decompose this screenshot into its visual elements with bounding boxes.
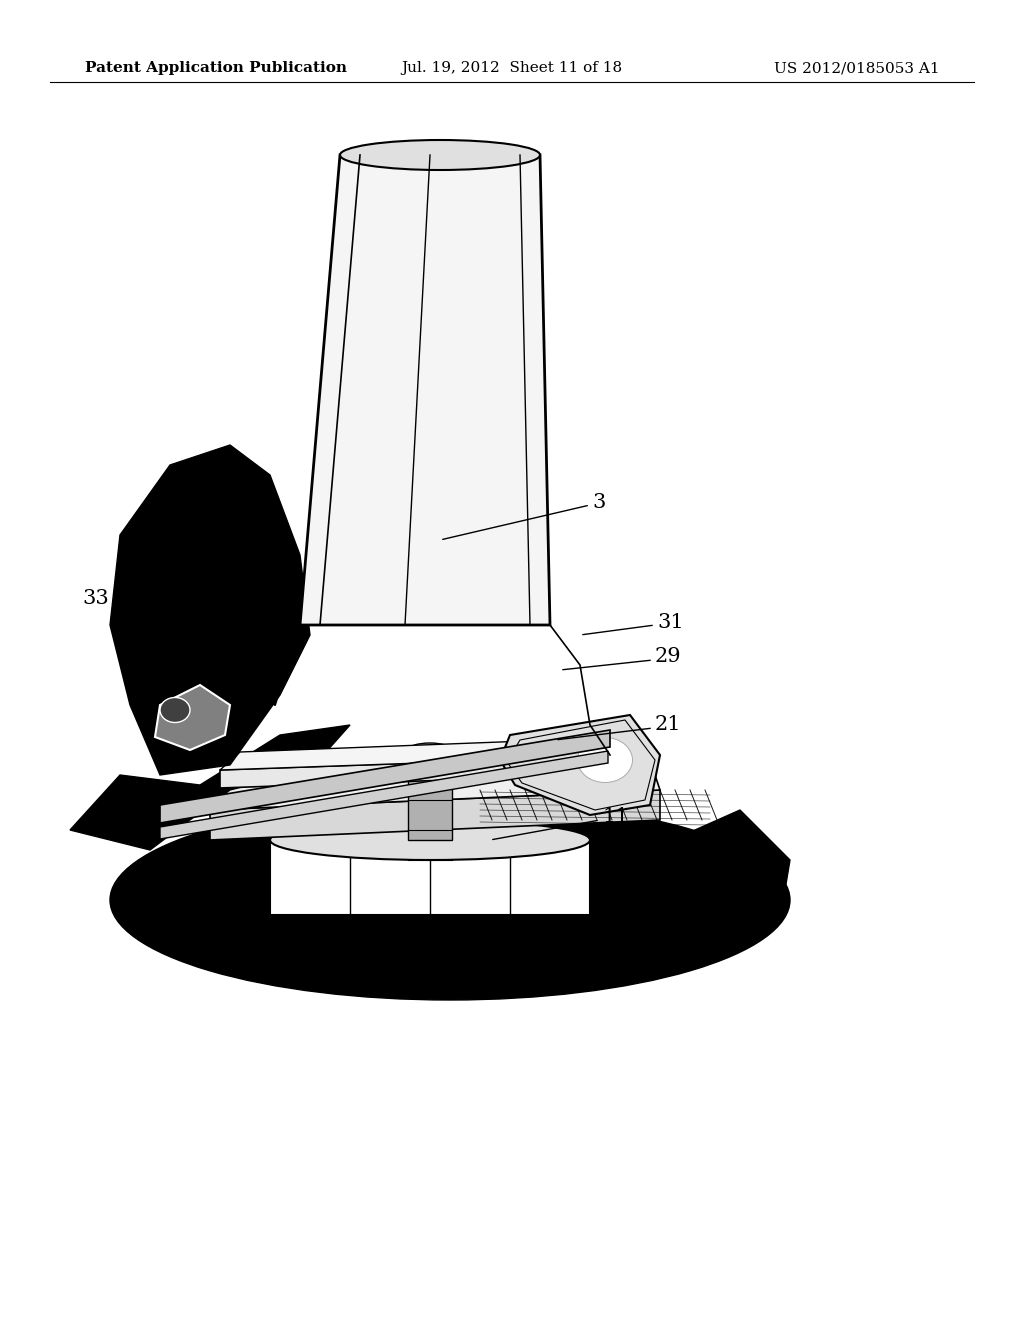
Text: 29: 29 — [655, 648, 682, 667]
Ellipse shape — [578, 738, 633, 783]
Ellipse shape — [408, 743, 452, 756]
Polygon shape — [160, 751, 608, 840]
Ellipse shape — [110, 800, 790, 1001]
Text: US 2012/0185053 A1: US 2012/0185053 A1 — [774, 61, 940, 75]
Polygon shape — [110, 445, 310, 775]
Polygon shape — [220, 737, 650, 770]
Ellipse shape — [160, 697, 190, 722]
Polygon shape — [300, 154, 550, 624]
Text: FIGURE 11: FIGURE 11 — [165, 933, 254, 946]
Polygon shape — [155, 685, 230, 750]
Polygon shape — [210, 789, 660, 840]
Polygon shape — [220, 755, 650, 788]
Polygon shape — [500, 715, 660, 814]
Text: Patent Application Publication: Patent Application Publication — [85, 61, 347, 75]
Text: 33: 33 — [82, 589, 109, 607]
Text: 31: 31 — [657, 612, 684, 631]
Text: 21: 21 — [655, 715, 682, 734]
Text: 3: 3 — [592, 492, 605, 511]
Bar — [270, 840, 590, 915]
Ellipse shape — [270, 820, 590, 861]
Text: 11: 11 — [602, 808, 629, 826]
Bar — [408, 750, 452, 840]
Text: Jul. 19, 2012  Sheet 11 of 18: Jul. 19, 2012 Sheet 11 of 18 — [401, 61, 623, 75]
Polygon shape — [160, 730, 610, 822]
Polygon shape — [650, 810, 790, 931]
Polygon shape — [70, 725, 350, 850]
Ellipse shape — [340, 140, 540, 170]
Polygon shape — [210, 760, 660, 810]
